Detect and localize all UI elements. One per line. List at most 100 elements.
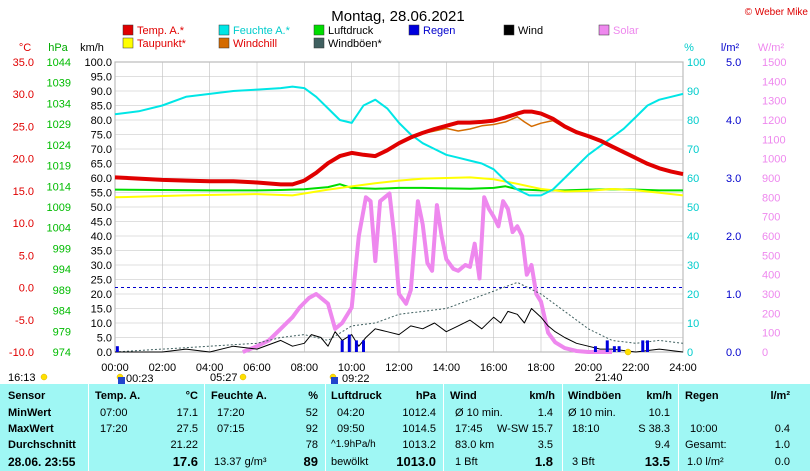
rain-bar [340, 340, 344, 352]
gusts-avg: 9.4 [654, 439, 670, 451]
credit-link[interactable]: © Weber Mike [745, 7, 809, 18]
gusts-series-line [114, 281, 684, 353]
temp-tick-label: -10.0 [9, 347, 34, 359]
wind-axis-unit: km/h [80, 42, 104, 54]
rain-total: 1.0 [774, 439, 790, 451]
rain-bar [605, 340, 609, 352]
wind-tick-label: 100.0 [84, 57, 112, 69]
pressure-tick-label: 1024 [47, 140, 71, 152]
gusts-max: S 38.3 [638, 423, 670, 435]
solar-tick-label: 400 [762, 270, 780, 282]
wind-tick-label: 20.0 [91, 289, 112, 301]
legend-swatch [218, 24, 230, 36]
humidity-unit: % [308, 390, 318, 402]
sun-time-label: 16:13 [8, 372, 36, 384]
temp-header: Temp. A. [95, 390, 141, 402]
rain-tick-label: 4.0 [726, 115, 741, 127]
legend-swatch [122, 24, 134, 36]
temp-min-time: 07:00 [100, 407, 128, 419]
humidity-tick-label: 100 [687, 57, 705, 69]
wind-bft: 1 Bft [455, 456, 478, 468]
solar-tick-label: 1100 [762, 134, 786, 146]
sun-time-label: 21:40 [595, 372, 623, 384]
solar-axis-unit: W/m² [758, 42, 785, 54]
sun-time-label: 05:27 [210, 372, 238, 384]
legend-label: Windchill [233, 38, 277, 50]
time-tick-label: 24:00 [669, 362, 697, 374]
wind-tick-label: 25.0 [91, 275, 112, 287]
stats-label: MaxWert [8, 423, 54, 435]
wind-current: 1.8 [534, 454, 553, 469]
solar-tick-label: 1300 [762, 96, 786, 108]
gusts-current: 13.5 [644, 454, 670, 469]
legend-label: Taupunkt* [137, 38, 187, 50]
weather-chart: °C hPa km/h% l/m² W/m² 35.0 30.0 25.0 20.0 15.0 10… [8, 7, 809, 384]
pressure-tick-label: 1029 [47, 119, 71, 131]
sun-time-label: 00:23 [126, 373, 154, 384]
wind-tick-label: 90.0 [91, 86, 112, 98]
stats-divider [678, 384, 679, 471]
time-tick-label: 20:00 [575, 362, 603, 374]
pressure-series-line [114, 183, 683, 192]
pressure-tick-label: 974 [53, 347, 71, 359]
temp-max-time: 17:20 [100, 423, 128, 435]
humidity-tick-label: 80 [687, 115, 699, 127]
rain-bar [347, 334, 351, 352]
humidity-max-time: 07:15 [217, 423, 245, 435]
wind-tick-label: 35.0 [91, 246, 112, 258]
wind-tick-label: 70.0 [91, 144, 112, 156]
humidity-tick-label: 70 [687, 144, 699, 156]
sun-icon [40, 373, 48, 381]
solar-tick-label: 1200 [762, 115, 786, 127]
solar-tick-label: 1400 [762, 76, 786, 88]
moon-icon [331, 377, 338, 384]
temp-tick-label: 15.0 [13, 186, 34, 198]
rain-tick-label: 2.0 [726, 231, 741, 243]
time-tick-label: 18:00 [527, 362, 555, 374]
wind-tick-label: 40.0 [91, 231, 112, 243]
solar-tick-label: 700 [762, 212, 780, 224]
gusts-header: Windböen [568, 390, 622, 402]
pressure-tick-label: 1014 [47, 181, 71, 193]
pressure-tick-label: 994 [53, 264, 71, 276]
time-tick-label: 12:00 [385, 362, 413, 374]
sun-time-labels: 16:13 00:23 05:27 09:22 21:40 [8, 348, 632, 384]
temp-unit: °C [185, 390, 198, 402]
gusts-bft: 3 Bft [572, 456, 595, 468]
rain-bar [354, 340, 358, 352]
sun-icon [624, 348, 632, 356]
stats-divider [562, 384, 563, 471]
pressure-tick-label: 1019 [47, 161, 71, 173]
wind-tick-label: 5.0 [97, 333, 112, 345]
pressure-min: 1012.4 [402, 407, 436, 419]
chart-grid [114, 61, 684, 353]
humidity-avg: 78 [305, 439, 318, 451]
legend-swatch [313, 24, 325, 36]
chart-legend: Temp. A.* Feuchte A.* Luftdruck Regen Wind So… [122, 24, 639, 50]
rain-bar [617, 346, 621, 352]
stats-label: Sensor [8, 390, 46, 402]
time-tick-label: 04:00 [196, 362, 224, 374]
solar-tick-label: 300 [762, 289, 780, 301]
wind-tick-label: 60.0 [91, 173, 112, 185]
humidity-tick-label: 50 [687, 202, 699, 214]
rain-axis-unit: l/m² [721, 42, 740, 54]
wind-max-time: 17:45 [455, 423, 483, 435]
stats-divider [88, 384, 89, 471]
temp-min: 17.1 [176, 407, 198, 419]
wind-tick-label: 80.0 [91, 115, 112, 127]
humidity-min: 52 [305, 407, 318, 419]
legend-label: Regen [423, 25, 455, 37]
wind-distance: 83.0 km [455, 439, 495, 451]
humidity-tick-label: 30 [687, 260, 699, 272]
humidity-tick-label: 10 [687, 318, 699, 330]
legend-label: Temp. A.* [137, 25, 185, 37]
time-tick-label: 08:00 [291, 362, 319, 374]
wind-tick-label: 75.0 [91, 130, 112, 142]
humidity-axis-unit: % [684, 42, 694, 54]
humidity-tick-label: 60 [687, 173, 699, 185]
rain-header: Regen [685, 390, 719, 402]
legend-label: Solar [613, 25, 639, 37]
solar-tick-label: 600 [762, 231, 780, 243]
wind-header: Wind [450, 390, 477, 402]
